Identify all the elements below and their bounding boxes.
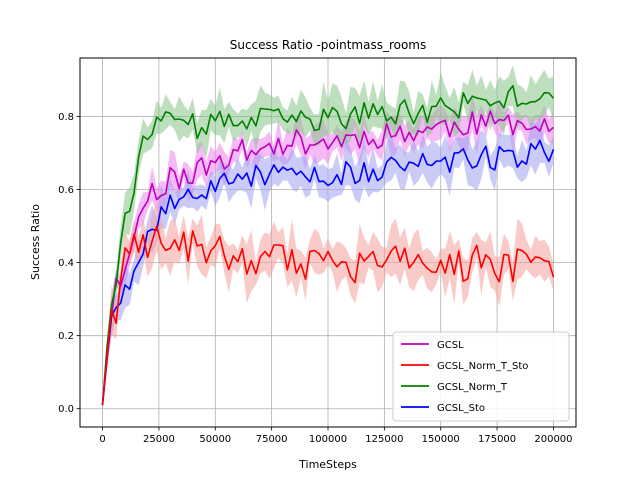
x-tick-label: 25000 — [143, 434, 175, 445]
series-line-gcsl-sto — [101, 139, 555, 406]
x-tick-label: 100000 — [309, 434, 347, 445]
x-tick-label: 125000 — [365, 434, 403, 445]
chart-title: Success Ratio -pointmass_rooms — [230, 38, 427, 52]
x-tick-label: 150000 — [422, 434, 460, 445]
legend-label: GCSL — [437, 340, 464, 351]
y-axis-title: Success Ratio — [29, 204, 42, 280]
legend-label: GCSL_Norm_T_Sto — [437, 361, 528, 372]
series-lines — [101, 85, 555, 406]
series-line-gcsl-norm-t-sto — [101, 225, 555, 406]
y-tick-label: 0.0 — [58, 404, 74, 415]
legend-box — [392, 331, 570, 422]
x-axis-title: TimeSteps — [298, 458, 357, 471]
legend-label: GCSL_Sto — [437, 403, 485, 414]
series-line-gcsl-norm-t — [101, 85, 555, 406]
y-tick-label: 0.8 — [58, 112, 74, 123]
confidence-band-gcsl-norm-t — [102, 65, 554, 410]
chart-legend: GCSL GCSL_Norm_T_Sto GCSL_Norm_T GCSL_Sto — [392, 331, 570, 422]
x-tick-label: 75000 — [256, 434, 288, 445]
series-line-gcsl — [101, 110, 555, 406]
confidence-band-gcsl-norm-t-sto — [102, 201, 554, 411]
x-tick-label: 175000 — [478, 434, 516, 445]
legend-label: GCSL_Norm_T — [437, 382, 508, 393]
axis-ticks: 0 25000 50000 75000 100000 125000 150000 175000… — [58, 112, 572, 445]
y-tick-label: 0.6 — [58, 185, 74, 196]
x-tick-label: 200000 — [534, 434, 572, 445]
x-tick-label: 50000 — [199, 434, 231, 445]
confidence-band-gcsl — [102, 94, 554, 409]
y-tick-label: 0.2 — [58, 331, 74, 342]
x-tick-label: 0 — [99, 434, 105, 445]
y-tick-label: 0.4 — [58, 258, 74, 269]
